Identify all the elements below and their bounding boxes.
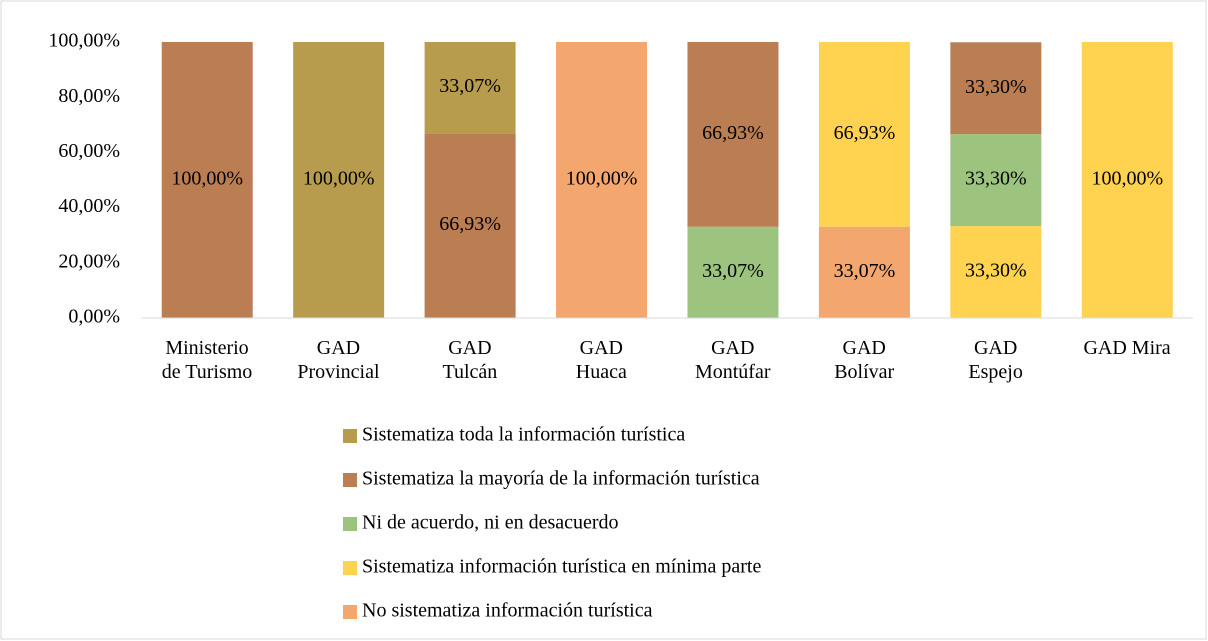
y-tick-label: 100,00% <box>48 30 120 52</box>
x-tick-label: Ministerio de Turismo <box>161 337 253 383</box>
y-tick-label: 40,00% <box>58 195 120 217</box>
y-tick-label: 80,00% <box>58 85 120 107</box>
bar-segment <box>950 42 1042 135</box>
data-label: 33,07% <box>702 260 764 282</box>
legend-label: Sistematiza información turística en mín… <box>362 556 761 578</box>
legend-swatch <box>343 517 357 531</box>
legend-swatch <box>343 429 357 443</box>
legend-swatch <box>343 605 357 619</box>
bar-segment <box>818 226 910 318</box>
x-tick-label: GAD Espejo <box>968 337 1023 383</box>
x-tick-label: GAD Tulcán <box>442 337 498 383</box>
data-label: 33,07% <box>834 260 896 282</box>
data-label: 100,00% <box>171 168 243 190</box>
x-tick-label: GAD Bolívar <box>834 337 895 383</box>
y-tick-label: 0,00% <box>68 306 120 328</box>
x-tick-label: GAD Mira <box>1083 337 1171 359</box>
bar-segment <box>293 42 385 318</box>
data-label: 100,00% <box>1091 168 1163 190</box>
data-label: 33,07% <box>439 75 501 97</box>
data-label: 100,00% <box>303 168 375 190</box>
data-label: 100,00% <box>566 168 638 190</box>
y-tick-label: 60,00% <box>58 140 120 162</box>
bar-segment <box>950 226 1042 318</box>
legend-label: Sistematiza toda la información turístic… <box>362 424 685 446</box>
data-label: 33,30% <box>965 260 1027 282</box>
bar-segment <box>818 42 910 227</box>
legend-swatch <box>343 561 357 575</box>
bar-segment <box>1081 42 1173 318</box>
bar-segment <box>950 134 1042 227</box>
legend-label: Sistematiza la mayoría de la información… <box>362 468 760 490</box>
legend-swatch <box>343 473 357 487</box>
bar-segment <box>687 42 779 227</box>
bar-segment <box>424 42 516 134</box>
bar-segment <box>556 42 648 318</box>
data-label: 33,30% <box>965 168 1027 190</box>
x-tick-label: GAD Provincial <box>297 337 380 383</box>
bar-segment <box>424 133 516 318</box>
data-label: 33,30% <box>965 76 1027 98</box>
bar-segment <box>687 226 779 318</box>
data-label: 66,93% <box>702 122 764 144</box>
x-tick-label: GAD Huaca <box>575 337 627 383</box>
y-tick-label: 20,00% <box>58 250 120 272</box>
legend-label: No sistematiza información turística <box>362 600 653 622</box>
data-label: 66,93% <box>834 122 896 144</box>
bar-segment <box>161 42 253 318</box>
data-label: 66,93% <box>439 213 501 235</box>
legend-label: Ni de acuerdo, ni en desacuerdo <box>362 512 619 534</box>
x-tick-label: GAD Montúfar <box>694 337 771 383</box>
